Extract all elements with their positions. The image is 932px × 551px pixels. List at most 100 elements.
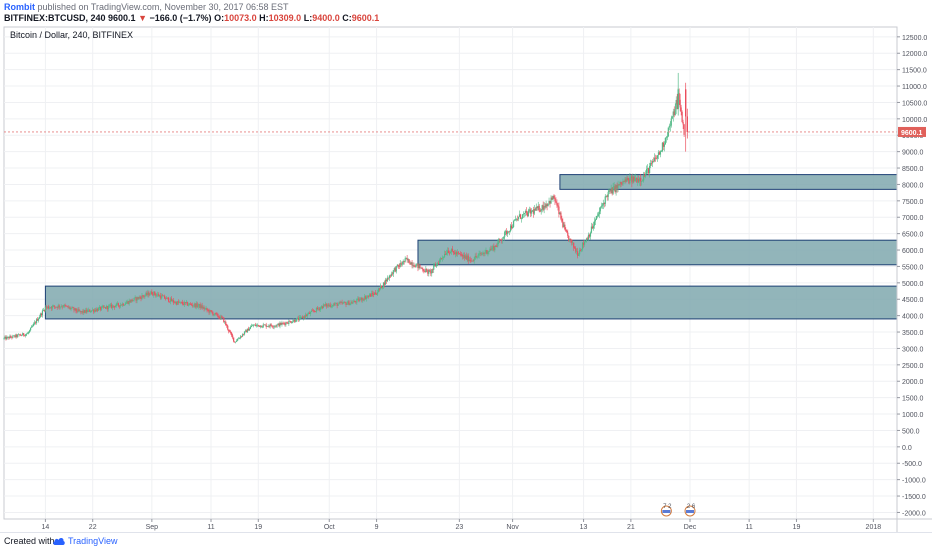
candle [19,334,21,337]
candle [165,297,167,301]
candle [574,246,576,249]
candle [401,261,403,267]
price-axis[interactable]: 12500.0 12000.0 11500.0 11000.0 10500.0 10000… [897,35,927,518]
candle-body [117,303,119,306]
candle-body [552,195,554,200]
candle-body [540,209,542,212]
candle [476,256,478,260]
candle [171,298,174,303]
candle-body [560,212,562,219]
candle-body [411,262,413,266]
candle-body [294,319,296,322]
candle-body [469,259,471,261]
candle-body [231,332,233,336]
candle [291,321,293,324]
candle [30,325,33,328]
candle-body [230,331,232,333]
time-axis[interactable]: 14 22 Sep 11 19 Oct 9 23 Nov 13 21 Dec 11 19 2018 [41,519,881,531]
candle [69,306,71,311]
candle-body [142,295,144,297]
candle [398,263,400,270]
candle [504,230,506,241]
candle-body [189,303,191,305]
candle-body [424,271,426,273]
candle-body [437,263,439,264]
created-with-text: Created with [4,536,55,546]
candle-body [195,303,197,308]
candle [376,289,379,296]
candle-body [159,295,161,297]
candle [290,320,292,324]
candle [225,320,227,326]
candle [372,290,374,297]
candle-body [622,181,624,185]
candle [434,263,436,267]
y-tick-label: 0.0 [902,445,912,452]
candle [272,325,274,330]
candle-body [162,295,164,297]
down-arrow-icon: ▼ [138,13,147,23]
y-tick-label: 12000.0 [902,51,927,58]
candle-body [653,157,656,162]
candle [344,301,346,303]
candle-body [527,210,529,217]
candle-body [654,157,657,159]
candle-body [402,260,404,265]
candle-body [204,308,206,310]
author-link[interactable]: Rombit [4,2,35,12]
candle-body [547,203,549,207]
candle [458,253,460,255]
candle [29,329,31,334]
candle-body [72,307,74,308]
candle [488,250,490,255]
candle-body [555,201,557,203]
candle [679,93,681,112]
candle-body [458,253,460,254]
candle-body [127,301,129,304]
candle-body [245,330,248,333]
candle-body [333,304,335,306]
candle [465,252,467,261]
candle [263,324,265,326]
candle-body [173,302,176,304]
y-tick-label: -500.0 [902,461,922,468]
candle-body [628,179,630,184]
candle-body [676,99,678,105]
candle [329,302,331,308]
price-chart[interactable]: 7 2 2 6 Bitcoin / Dollar, 240, BITFINEX 1… [0,24,932,532]
candle [252,324,254,328]
candle-body [463,255,465,259]
candle-body [483,253,485,254]
candle [566,229,568,233]
candle-body [615,184,617,193]
tradingview-cloud-icon[interactable] [52,535,66,547]
candle [613,182,615,191]
x-tick-label: 9 [375,524,379,531]
candle [71,305,73,310]
y-tick-label: 4500.0 [902,297,924,304]
candle-body [239,336,242,339]
candle-body [611,188,613,194]
candle-body [340,302,342,303]
candle-body [569,238,571,241]
candle-body [566,230,568,233]
open-value: 10073.0 [224,13,257,23]
candle-body [372,293,374,295]
candle [663,141,665,152]
candle-body [272,326,274,328]
candle-body [376,292,379,295]
candle-body [436,263,438,267]
candle-body [286,322,288,324]
candle-body [517,216,520,220]
candle [585,237,588,243]
candle-body [660,151,663,152]
tradingview-brand[interactable]: TradingView [68,536,118,546]
candle [569,238,571,243]
candle [440,256,442,262]
candle [348,299,350,306]
candle [328,303,330,307]
candle-body [329,304,331,307]
candle [87,308,89,313]
candle-body [37,318,40,321]
candle [642,179,644,182]
